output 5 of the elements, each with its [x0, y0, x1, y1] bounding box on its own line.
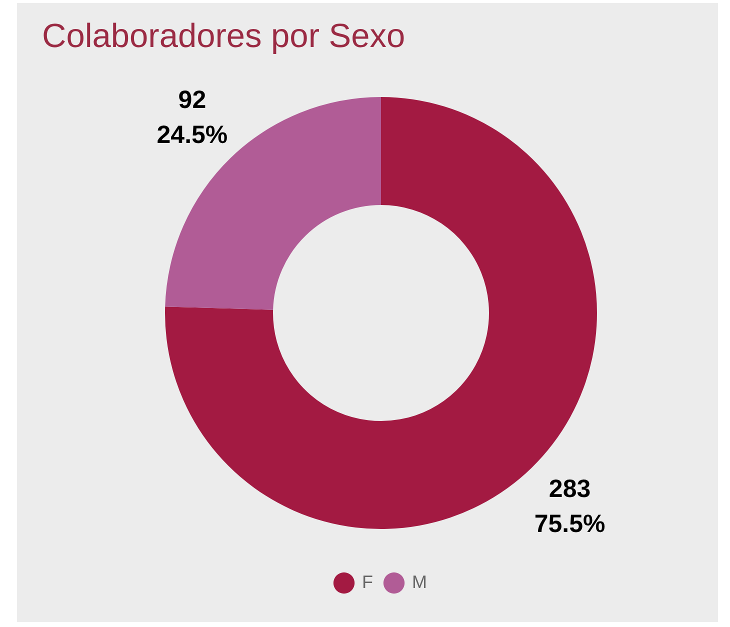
legend-label: M — [412, 572, 427, 592]
legend-label: F — [362, 572, 374, 592]
chart-title: Colaboradores por Sexo — [42, 18, 406, 56]
data-label: 283 75.5% — [534, 474, 606, 538]
data-label: 92 24.5% — [156, 86, 228, 149]
